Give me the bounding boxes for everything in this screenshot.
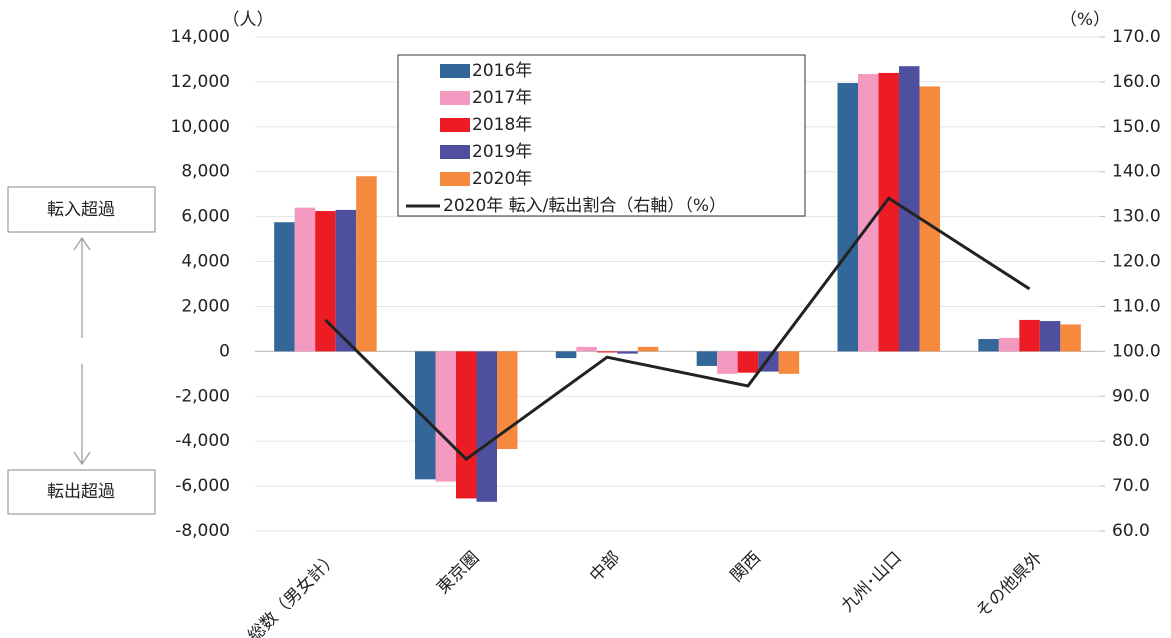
legend-label: 2018年	[472, 115, 532, 135]
bar	[617, 351, 638, 354]
y2-tick-label: 120.0	[1112, 252, 1161, 272]
y2-tick-label: 150.0	[1112, 117, 1161, 137]
bar	[1019, 319, 1040, 352]
y-tick-label: 10,000	[171, 117, 230, 137]
y-tick-label: -4,000	[175, 431, 230, 451]
y-tick-label: -2,000	[175, 386, 230, 406]
bar	[315, 211, 336, 352]
bar	[415, 351, 436, 480]
bar	[998, 337, 1020, 352]
y2-tick-label: 130.0	[1112, 207, 1161, 227]
legend-swatch	[440, 64, 470, 78]
y2-tick-label: 80.0	[1112, 431, 1150, 451]
y2-tick-label: 90.0	[1112, 386, 1150, 406]
legend-label: 2017年	[472, 88, 532, 108]
bar	[978, 339, 999, 352]
legend-swatch	[440, 118, 470, 132]
bar	[637, 346, 659, 352]
y2-axis-unit: （%）	[1060, 10, 1110, 30]
bar	[596, 351, 618, 353]
bar	[778, 351, 800, 374]
bar	[919, 86, 940, 352]
y2-tick-label: 110.0	[1112, 296, 1161, 316]
y-tick-label: 14,000	[171, 27, 230, 47]
x-tick-label: 東京圏	[433, 548, 483, 598]
bar	[737, 351, 759, 373]
x-tick-label: 関西	[727, 548, 765, 586]
bar	[456, 351, 477, 499]
line	[324, 196, 1031, 462]
legend-label: 2020年 転入/転出割合（右軸）（%）	[443, 196, 726, 216]
bar	[717, 351, 738, 374]
annotation: 転出超過	[47, 482, 115, 502]
bar	[696, 351, 718, 366]
bar	[878, 72, 899, 352]
y2-tick-label: 140.0	[1112, 162, 1161, 182]
y2-tick-label: 60.0	[1112, 521, 1150, 541]
bar	[476, 351, 497, 502]
legend-label: 2016年	[472, 61, 532, 81]
arrows	[73, 236, 91, 466]
legend-label: 2020年	[472, 169, 532, 189]
y-tick-label: 8,000	[181, 162, 230, 182]
y-tick-label: 2,000	[181, 296, 230, 316]
bar	[274, 222, 295, 352]
bar	[356, 176, 377, 352]
x-tick-label: その他県外	[972, 548, 1046, 622]
bar	[899, 66, 920, 352]
bar	[294, 207, 316, 352]
y-tick-label: -8,000	[175, 521, 230, 541]
y-tick-label: -6,000	[175, 476, 230, 496]
y-tick-label: 6,000	[181, 207, 230, 227]
bar	[435, 351, 456, 482]
legend-swatch	[440, 145, 470, 159]
bar	[555, 351, 577, 359]
y-tick-label: 12,000	[171, 72, 230, 92]
annotation-box	[7, 469, 156, 515]
y2-tick-label: 70.0	[1112, 476, 1150, 496]
y2-tick-label: 170.0	[1112, 27, 1161, 47]
bar	[837, 83, 858, 352]
legend-swatch	[440, 172, 470, 186]
bar	[1060, 324, 1081, 352]
y-axis-unit: （人）	[223, 10, 274, 30]
x-tick-label: 九州･山口	[838, 548, 906, 616]
legend-swatch	[440, 91, 470, 105]
annotation: 転入超過	[47, 200, 115, 220]
bar	[1039, 321, 1061, 352]
legend: 2016年 2017年 2018年 2019年 2020年 2020年 転入/転出割合（右…	[397, 54, 806, 217]
legend-box	[397, 54, 806, 217]
bar	[335, 209, 357, 352]
legend-label: 2019年	[472, 142, 532, 162]
y-tick-label: 0	[219, 341, 230, 361]
y2-tick-label: 100.0	[1112, 341, 1161, 361]
annotation-box	[7, 186, 156, 233]
y-tick-label: 4,000	[181, 252, 230, 272]
bar	[576, 346, 597, 352]
x-tick-label: 総数（男女計）	[244, 548, 342, 638]
bar	[858, 74, 879, 352]
y2-tick-label: 160.0	[1112, 72, 1161, 92]
x-tick-label: 中部	[586, 548, 624, 586]
